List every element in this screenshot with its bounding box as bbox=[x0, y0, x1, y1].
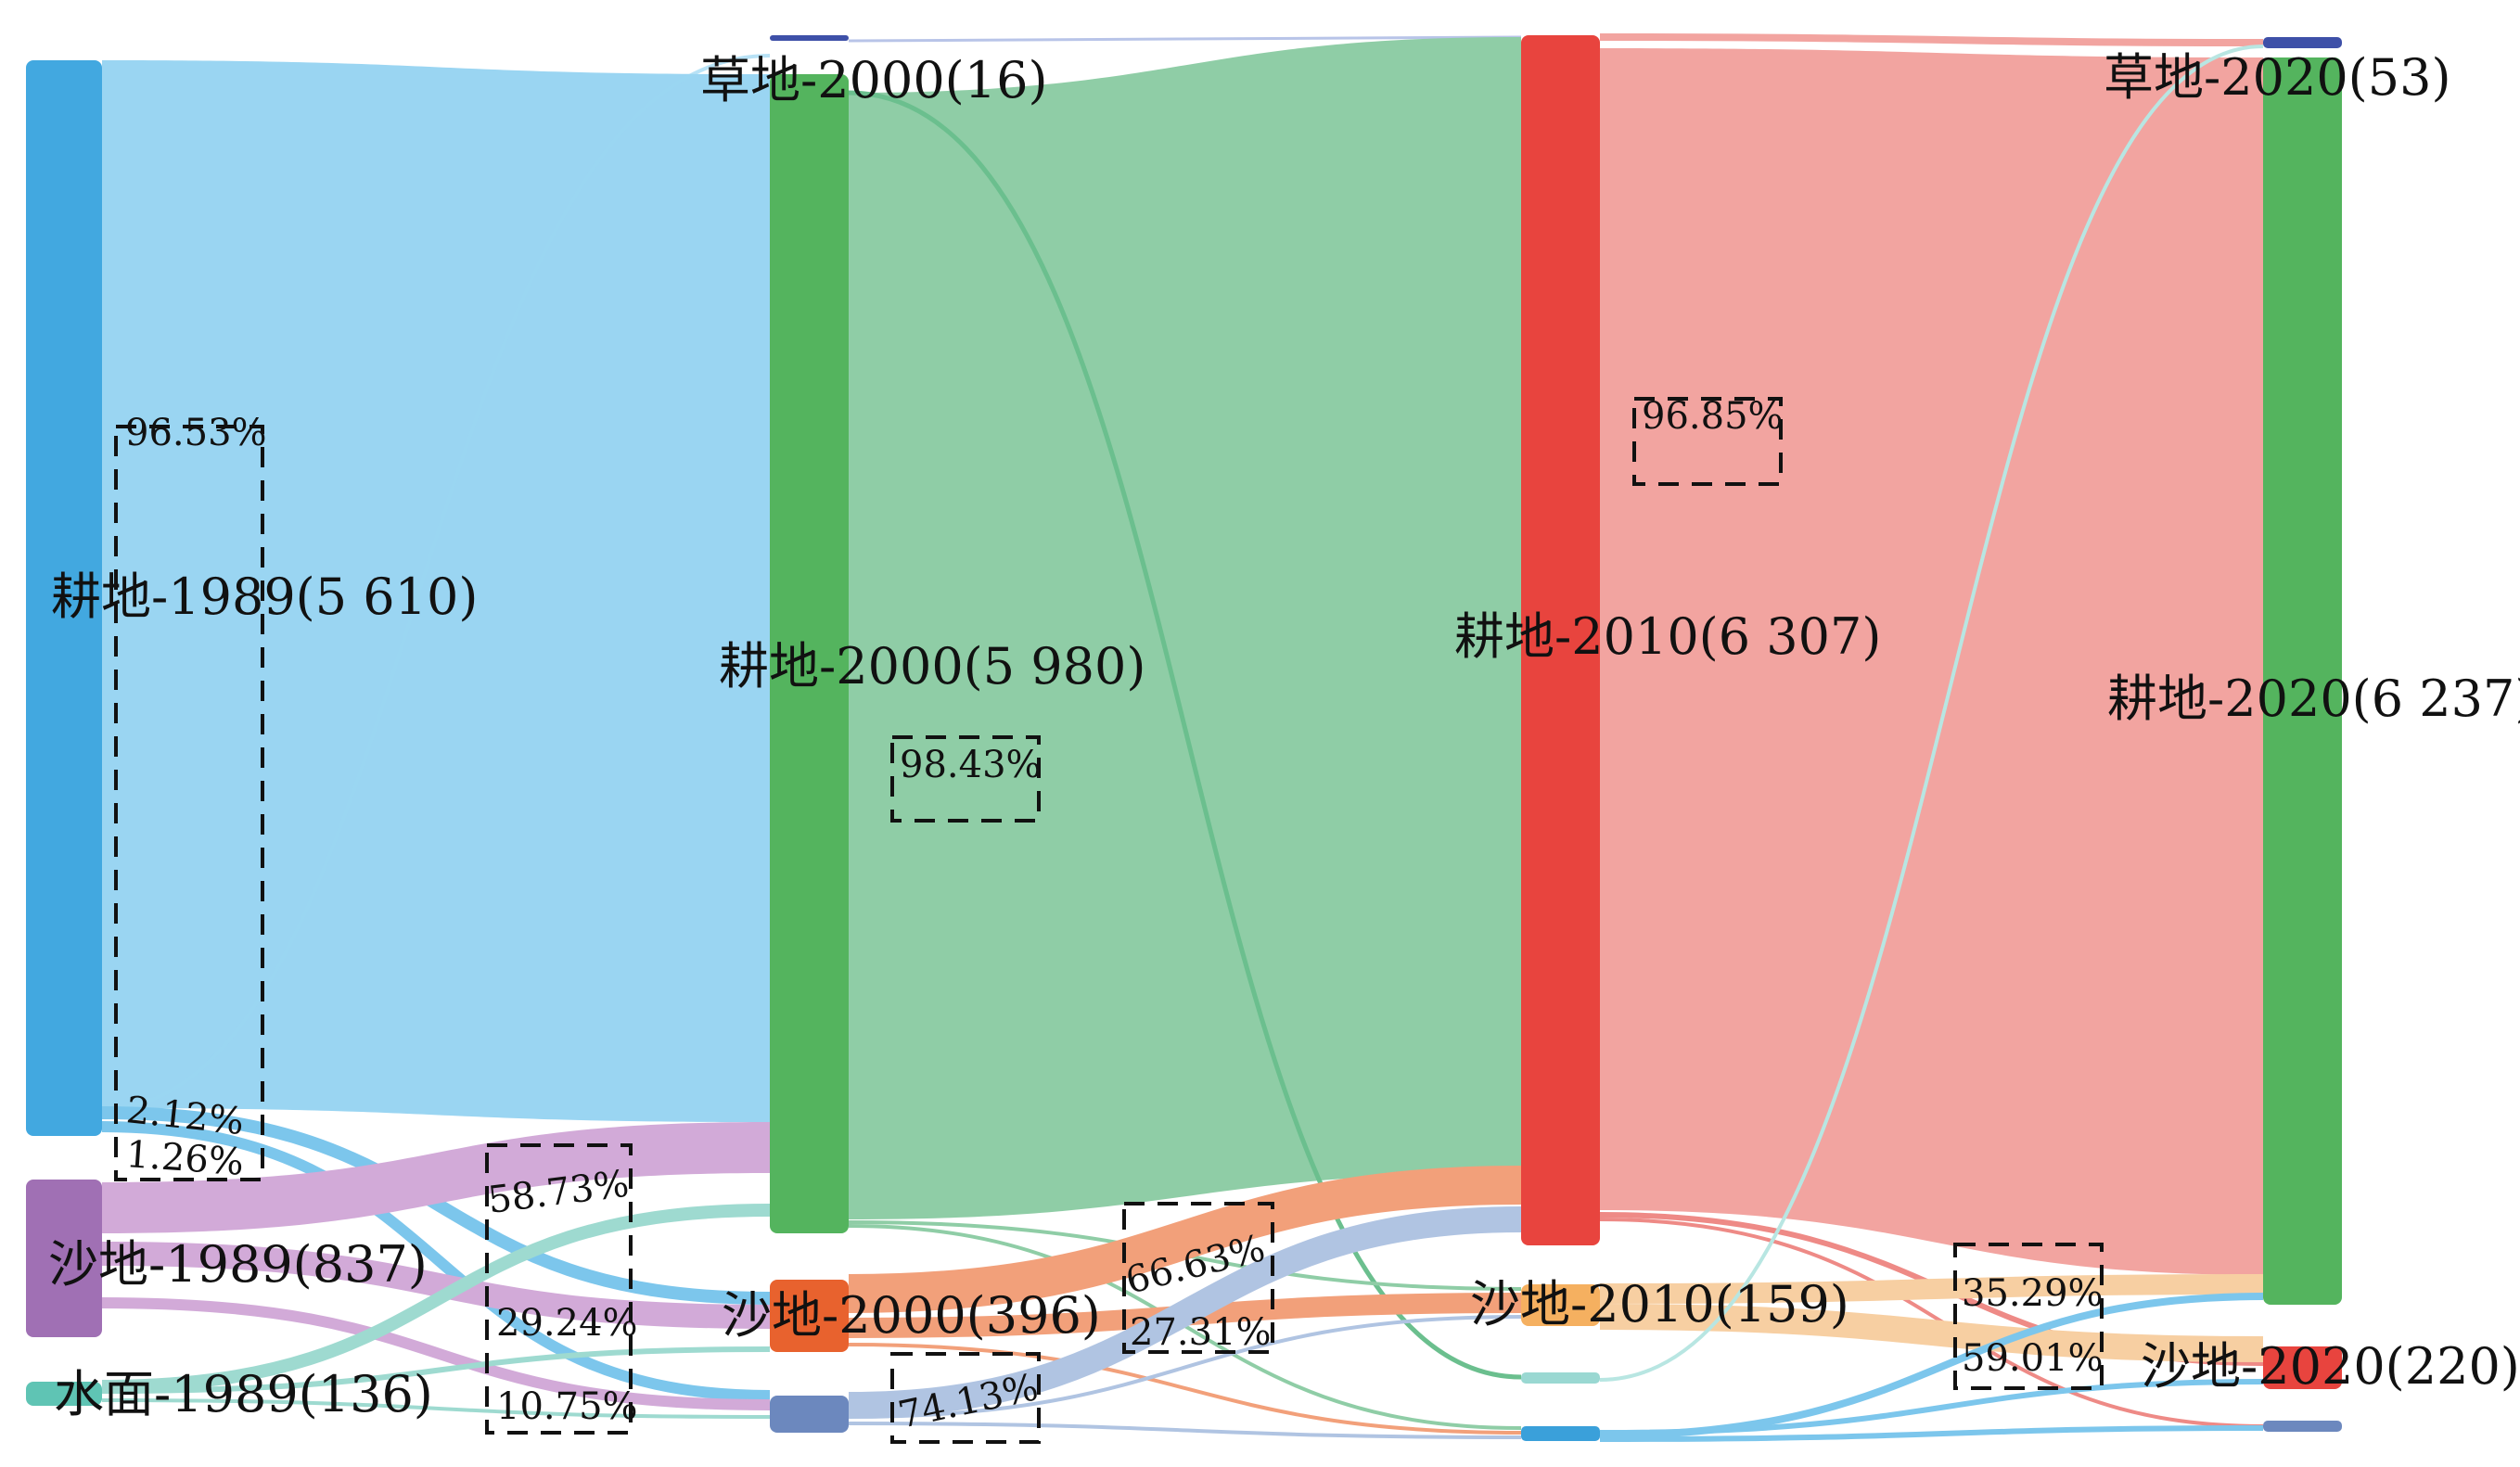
node-water-1989 bbox=[26, 1382, 102, 1406]
flow-sand2010-sand2020 bbox=[1599, 1304, 2264, 1362]
node-sand-2020 bbox=[2263, 1346, 2342, 1389]
flow-water2010-sand2020 bbox=[1599, 1379, 2264, 1435]
pct-label-10-75: 10.75% bbox=[496, 1385, 638, 1428]
flow-water2000-cropland2010 bbox=[848, 1206, 1522, 1418]
flow-cropland2000-cropland2010 bbox=[849, 37, 1521, 1219]
flow-water2000-water2010 bbox=[848, 1422, 1522, 1439]
flow-sand1989-water2000 bbox=[101, 1297, 771, 1410]
pct-box-sand1989 bbox=[485, 1143, 633, 1435]
flow-water1989-water2000 bbox=[101, 1398, 771, 1419]
flows-1989-2000 bbox=[101, 54, 771, 1419]
flow-cropland2010-cropland2020 bbox=[1600, 48, 2263, 1275]
node-grass-2020 bbox=[2263, 37, 2342, 48]
flow-sand2000-water2010 bbox=[848, 1343, 1522, 1435]
pct-label-27-31: 27.31% bbox=[1130, 1311, 1272, 1354]
node-cropland-2000 bbox=[770, 74, 849, 1233]
pct-label-35-29: 35.29% bbox=[1962, 1272, 2104, 1315]
flow-water2000-sand2010 bbox=[848, 1315, 1522, 1419]
node-cropland-2020 bbox=[2263, 57, 2342, 1305]
node-water-2000 bbox=[770, 1396, 849, 1433]
node-cropland-1989 bbox=[26, 60, 102, 1136]
flow-cropland2000-water2010 bbox=[848, 1224, 1522, 1430]
pct-box-sand2010 bbox=[1953, 1243, 2104, 1390]
node-grass-2010 bbox=[1521, 1372, 1600, 1384]
flow-grass2010-grass2020 bbox=[1599, 45, 2264, 1382]
pct-label-96-85: 96.85% bbox=[1642, 395, 1784, 438]
pct-label-98-43: 98.43% bbox=[900, 744, 1042, 786]
flow-water1989-sand2000 bbox=[101, 1346, 771, 1394]
flow-sand1989-cropland2000 bbox=[102, 1122, 770, 1233]
node-labels: 耕地-1989(5 610) 沙地-1989(837) 水面-1989(136)… bbox=[48, 48, 2520, 1423]
node-label-cropland-2010: 耕地-2010(6 307) bbox=[1454, 607, 1881, 666]
flow-water1989-cropland2000 bbox=[101, 1204, 771, 1393]
node-water-2010 bbox=[1521, 1426, 1600, 1441]
flow-sand2000-cropland2010 bbox=[848, 1166, 1522, 1313]
pct-box-cropland2000 bbox=[890, 735, 1041, 823]
pct-label-1-26: 1.26% bbox=[124, 1133, 245, 1184]
node-sand-2000 bbox=[770, 1280, 849, 1352]
node-sand-1989 bbox=[26, 1180, 102, 1337]
flow-cropland1989-water2000 bbox=[101, 1121, 771, 1401]
percentage-boxes bbox=[114, 397, 2104, 1444]
pct-label-96-53: 96.53% bbox=[125, 412, 267, 454]
pct-label-29-24: 29.24% bbox=[496, 1302, 638, 1345]
node-label-cropland-2000: 耕地-2000(5 980) bbox=[719, 637, 1145, 695]
flow-cropland1989-grass2000 bbox=[101, 54, 771, 1111]
node-label-cropland-1989: 耕地-1989(5 610) bbox=[51, 568, 478, 626]
node-label-sand-2010: 沙地-2010(159) bbox=[1470, 1275, 1849, 1333]
flow-cropland1989-sand2000 bbox=[101, 1106, 771, 1305]
node-grass-2000 bbox=[770, 35, 849, 41]
pct-box-cropland2010 bbox=[1632, 397, 1783, 486]
flow-sand2010-cropland2020 bbox=[1599, 1274, 2264, 1304]
node-label-grass-2020: 草地-2020(53) bbox=[2104, 48, 2451, 107]
pct-box-water2000 bbox=[890, 1352, 1041, 1444]
pct-box-sand2000 bbox=[1122, 1202, 1274, 1354]
flow-cropland2010-grass2020 bbox=[1599, 33, 2264, 46]
flow-cropland1989-cropland2000 bbox=[102, 60, 770, 1122]
node-cropland-2010 bbox=[1521, 35, 1600, 1245]
node-label-sand-2020: 沙地-2020(220) bbox=[2141, 1337, 2520, 1396]
node-label-water-1989: 水面-1989(136) bbox=[54, 1365, 433, 1423]
nodes bbox=[26, 35, 2342, 1441]
pct-label-59-01: 59.01% bbox=[1962, 1337, 2104, 1380]
flow-grass2000-cropland2010 bbox=[848, 35, 1522, 43]
node-label-grass-2000: 草地-2000(16) bbox=[700, 51, 1048, 109]
flow-sand1989-sand2000 bbox=[101, 1242, 771, 1329]
flow-water2010-water2020 bbox=[1599, 1425, 2264, 1442]
node-sand-2010 bbox=[1521, 1284, 1600, 1326]
flows-2000-2010 bbox=[848, 35, 1522, 1439]
flows-2010-2020 bbox=[1599, 33, 2264, 1442]
node-label-sand-1989: 沙地-1989(837) bbox=[48, 1235, 428, 1294]
node-label-cropland-2020: 耕地-2020(6 237) bbox=[2107, 670, 2520, 728]
node-label-sand-2000: 沙地-2000(396) bbox=[722, 1286, 1101, 1345]
node-water-2020 bbox=[2263, 1421, 2342, 1432]
pct-box-cropland1989 bbox=[114, 425, 264, 1181]
